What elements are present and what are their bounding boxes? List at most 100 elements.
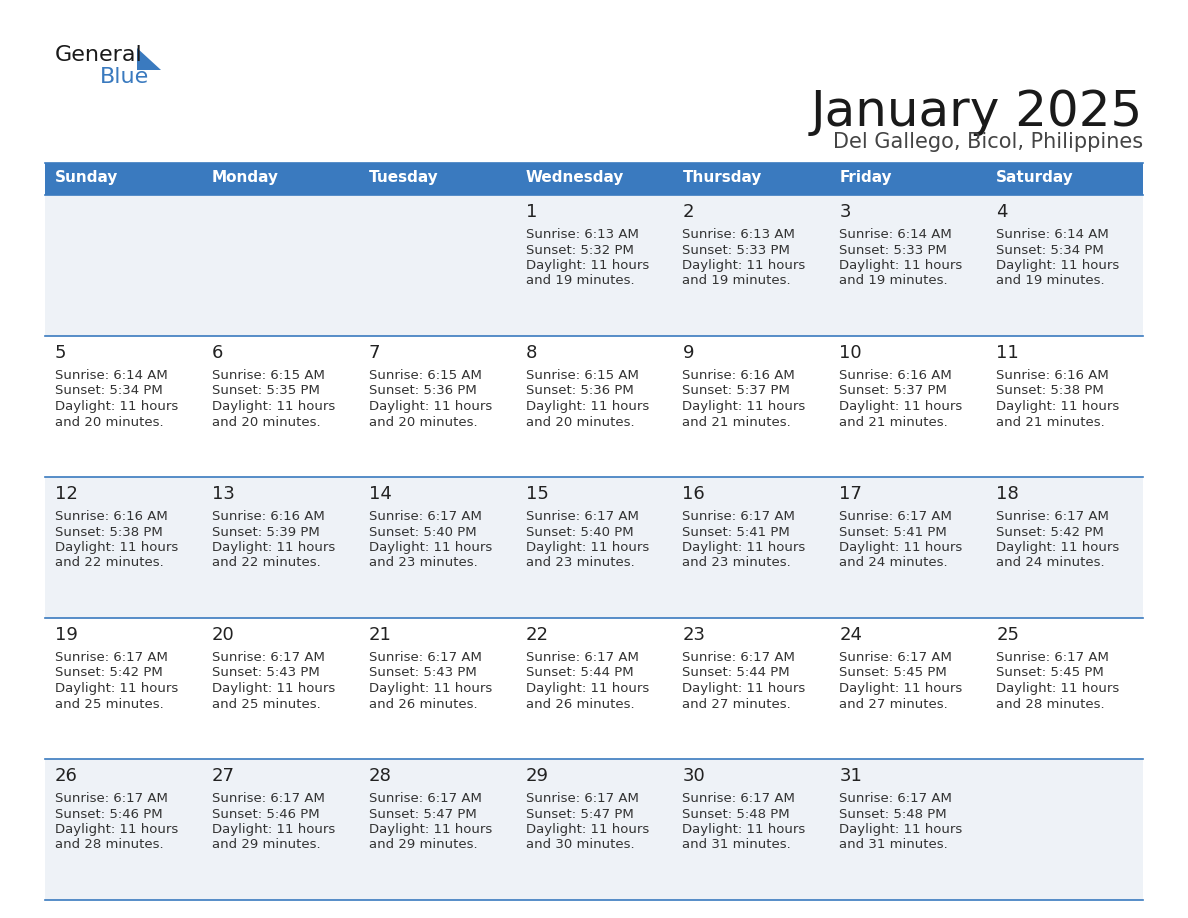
Text: Daylight: 11 hours: Daylight: 11 hours bbox=[839, 682, 962, 695]
Text: Sunrise: 6:16 AM: Sunrise: 6:16 AM bbox=[839, 369, 952, 382]
Text: 10: 10 bbox=[839, 344, 862, 362]
Bar bbox=[45, 195, 1143, 336]
Text: Sunset: 5:33 PM: Sunset: 5:33 PM bbox=[839, 243, 947, 256]
Text: Sunrise: 6:13 AM: Sunrise: 6:13 AM bbox=[525, 228, 638, 241]
Text: Sunset: 5:44 PM: Sunset: 5:44 PM bbox=[525, 666, 633, 679]
Text: Sunset: 5:45 PM: Sunset: 5:45 PM bbox=[997, 666, 1104, 679]
Text: Daylight: 11 hours: Daylight: 11 hours bbox=[525, 823, 649, 836]
Text: Daylight: 11 hours: Daylight: 11 hours bbox=[211, 823, 335, 836]
Text: Sunset: 5:40 PM: Sunset: 5:40 PM bbox=[525, 525, 633, 539]
Text: Sunrise: 6:14 AM: Sunrise: 6:14 AM bbox=[839, 228, 952, 241]
Text: Daylight: 11 hours: Daylight: 11 hours bbox=[211, 400, 335, 413]
Text: and 26 minutes.: and 26 minutes. bbox=[368, 698, 478, 711]
Text: Sunset: 5:43 PM: Sunset: 5:43 PM bbox=[368, 666, 476, 679]
Text: Sunrise: 6:17 AM: Sunrise: 6:17 AM bbox=[55, 792, 168, 805]
Text: Daylight: 11 hours: Daylight: 11 hours bbox=[682, 259, 805, 272]
Text: and 27 minutes.: and 27 minutes. bbox=[839, 698, 948, 711]
Text: and 23 minutes.: and 23 minutes. bbox=[368, 556, 478, 569]
Text: Sunrise: 6:16 AM: Sunrise: 6:16 AM bbox=[682, 369, 795, 382]
Text: and 23 minutes.: and 23 minutes. bbox=[682, 556, 791, 569]
Text: and 29 minutes.: and 29 minutes. bbox=[211, 838, 321, 852]
Text: Daylight: 11 hours: Daylight: 11 hours bbox=[682, 823, 805, 836]
Text: 9: 9 bbox=[682, 344, 694, 362]
Text: 30: 30 bbox=[682, 767, 706, 785]
Text: 16: 16 bbox=[682, 485, 706, 503]
Text: Daylight: 11 hours: Daylight: 11 hours bbox=[525, 541, 649, 554]
Text: Del Gallego, Bicol, Philippines: Del Gallego, Bicol, Philippines bbox=[833, 132, 1143, 152]
Text: Sunset: 5:37 PM: Sunset: 5:37 PM bbox=[839, 385, 947, 397]
Text: and 30 minutes.: and 30 minutes. bbox=[525, 838, 634, 852]
Text: and 20 minutes.: and 20 minutes. bbox=[211, 416, 321, 429]
Text: Sunset: 5:47 PM: Sunset: 5:47 PM bbox=[525, 808, 633, 821]
Text: Sunrise: 6:17 AM: Sunrise: 6:17 AM bbox=[839, 792, 952, 805]
Text: Sunrise: 6:17 AM: Sunrise: 6:17 AM bbox=[368, 510, 481, 523]
Bar bbox=[45, 163, 1143, 195]
Text: Sunset: 5:42 PM: Sunset: 5:42 PM bbox=[997, 525, 1104, 539]
Text: Sunrise: 6:17 AM: Sunrise: 6:17 AM bbox=[525, 651, 638, 664]
Text: Daylight: 11 hours: Daylight: 11 hours bbox=[682, 541, 805, 554]
Text: Sunrise: 6:17 AM: Sunrise: 6:17 AM bbox=[682, 792, 795, 805]
Text: Sunset: 5:36 PM: Sunset: 5:36 PM bbox=[368, 385, 476, 397]
Text: Daylight: 11 hours: Daylight: 11 hours bbox=[997, 259, 1119, 272]
Text: Sunset: 5:36 PM: Sunset: 5:36 PM bbox=[525, 385, 633, 397]
Text: Sunrise: 6:16 AM: Sunrise: 6:16 AM bbox=[211, 510, 324, 523]
Text: and 21 minutes.: and 21 minutes. bbox=[682, 416, 791, 429]
Bar bbox=[45, 759, 1143, 900]
Text: 26: 26 bbox=[55, 767, 78, 785]
Text: Sunrise: 6:17 AM: Sunrise: 6:17 AM bbox=[55, 651, 168, 664]
Text: Sunset: 5:48 PM: Sunset: 5:48 PM bbox=[682, 808, 790, 821]
Text: General: General bbox=[55, 45, 143, 65]
Text: 8: 8 bbox=[525, 344, 537, 362]
Text: and 21 minutes.: and 21 minutes. bbox=[839, 416, 948, 429]
Text: 12: 12 bbox=[55, 485, 78, 503]
Text: Sunset: 5:45 PM: Sunset: 5:45 PM bbox=[839, 666, 947, 679]
Text: and 24 minutes.: and 24 minutes. bbox=[839, 556, 948, 569]
Text: Sunrise: 6:17 AM: Sunrise: 6:17 AM bbox=[997, 510, 1110, 523]
Text: 7: 7 bbox=[368, 344, 380, 362]
Text: Sunset: 5:46 PM: Sunset: 5:46 PM bbox=[55, 808, 163, 821]
Text: Daylight: 11 hours: Daylight: 11 hours bbox=[211, 541, 335, 554]
Text: Sunset: 5:38 PM: Sunset: 5:38 PM bbox=[997, 385, 1104, 397]
Bar bbox=[45, 336, 1143, 477]
Text: 19: 19 bbox=[55, 626, 78, 644]
Text: Daylight: 11 hours: Daylight: 11 hours bbox=[839, 259, 962, 272]
Text: and 23 minutes.: and 23 minutes. bbox=[525, 556, 634, 569]
Text: Daylight: 11 hours: Daylight: 11 hours bbox=[55, 823, 178, 836]
Text: 2: 2 bbox=[682, 203, 694, 221]
Text: and 19 minutes.: and 19 minutes. bbox=[839, 274, 948, 287]
Text: Monday: Monday bbox=[211, 170, 279, 185]
Text: Sunrise: 6:17 AM: Sunrise: 6:17 AM bbox=[525, 510, 638, 523]
Text: Sunset: 5:41 PM: Sunset: 5:41 PM bbox=[682, 525, 790, 539]
Text: 14: 14 bbox=[368, 485, 392, 503]
Text: and 20 minutes.: and 20 minutes. bbox=[525, 416, 634, 429]
Text: Sunrise: 6:17 AM: Sunrise: 6:17 AM bbox=[682, 651, 795, 664]
Text: Sunrise: 6:17 AM: Sunrise: 6:17 AM bbox=[211, 792, 324, 805]
Text: Sunset: 5:38 PM: Sunset: 5:38 PM bbox=[55, 525, 163, 539]
Text: Sunset: 5:34 PM: Sunset: 5:34 PM bbox=[55, 385, 163, 397]
Text: Sunset: 5:33 PM: Sunset: 5:33 PM bbox=[682, 243, 790, 256]
Text: and 27 minutes.: and 27 minutes. bbox=[682, 698, 791, 711]
Text: Sunrise: 6:14 AM: Sunrise: 6:14 AM bbox=[997, 228, 1108, 241]
Text: Sunrise: 6:17 AM: Sunrise: 6:17 AM bbox=[997, 651, 1110, 664]
Text: 29: 29 bbox=[525, 767, 549, 785]
Text: Sunrise: 6:17 AM: Sunrise: 6:17 AM bbox=[839, 510, 952, 523]
Text: 23: 23 bbox=[682, 626, 706, 644]
Text: and 28 minutes.: and 28 minutes. bbox=[997, 698, 1105, 711]
Text: and 25 minutes.: and 25 minutes. bbox=[211, 698, 321, 711]
Text: and 24 minutes.: and 24 minutes. bbox=[997, 556, 1105, 569]
Text: 11: 11 bbox=[997, 344, 1019, 362]
Text: 15: 15 bbox=[525, 485, 549, 503]
Text: and 29 minutes.: and 29 minutes. bbox=[368, 838, 478, 852]
Text: Daylight: 11 hours: Daylight: 11 hours bbox=[368, 541, 492, 554]
Text: and 22 minutes.: and 22 minutes. bbox=[55, 556, 164, 569]
Text: 28: 28 bbox=[368, 767, 392, 785]
Text: 17: 17 bbox=[839, 485, 862, 503]
Text: Tuesday: Tuesday bbox=[368, 170, 438, 185]
Text: January 2025: January 2025 bbox=[810, 88, 1143, 136]
Text: 5: 5 bbox=[55, 344, 67, 362]
Text: Sunset: 5:43 PM: Sunset: 5:43 PM bbox=[211, 666, 320, 679]
Text: Sunset: 5:39 PM: Sunset: 5:39 PM bbox=[211, 525, 320, 539]
Text: Daylight: 11 hours: Daylight: 11 hours bbox=[525, 400, 649, 413]
Polygon shape bbox=[137, 48, 162, 70]
Text: Sunset: 5:48 PM: Sunset: 5:48 PM bbox=[839, 808, 947, 821]
